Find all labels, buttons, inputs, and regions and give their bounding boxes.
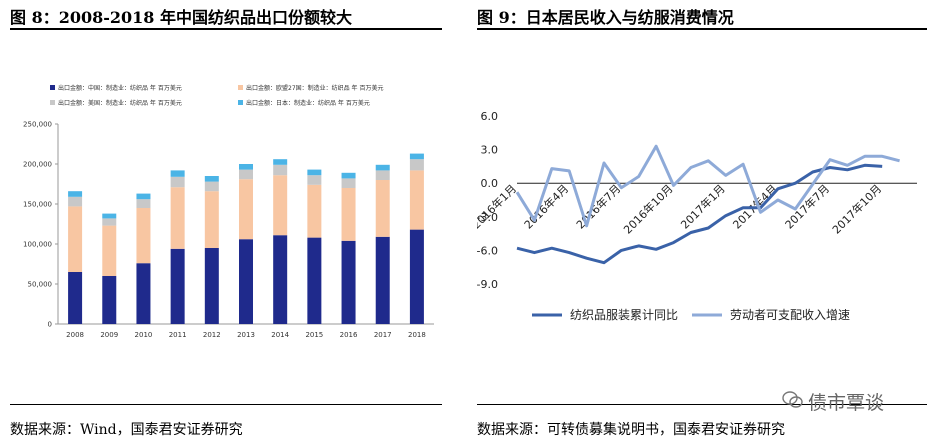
bar-segment (136, 199, 151, 208)
bar-segment (102, 276, 117, 324)
bar-segment (273, 175, 288, 236)
y-tick-label: 0 (48, 321, 52, 329)
y-tick-label: 6.0 (481, 110, 499, 123)
legend-label: 出口金额：日本：制造业：纺织品 年 百万美元 (246, 99, 370, 107)
x-tick-label: 2010 (135, 331, 153, 339)
bar-segment (68, 196, 83, 207)
bar-segment (170, 170, 185, 177)
bar-segment (136, 208, 151, 264)
bar-segment (68, 206, 83, 272)
y-tick-label: 0.0 (481, 177, 499, 190)
bar-segment (170, 176, 185, 188)
legend-swatch (50, 85, 55, 90)
legend-swatch (50, 100, 55, 105)
bar-segment (102, 213, 117, 219)
bar-segment (409, 159, 424, 171)
bar-segment (409, 170, 424, 230)
right-source: 数据来源：可转债募集说明书，国泰君安证券研究 (477, 422, 785, 438)
bar-segment (136, 263, 151, 324)
bar-segment (307, 184, 322, 238)
bar-segment (239, 164, 253, 170)
x-tick-label: 2015 (305, 331, 323, 339)
bar-segment (307, 175, 322, 185)
y-tick-label: -6.0 (477, 244, 498, 257)
y-tick-label: 150,000 (23, 201, 52, 209)
bar-segment (273, 164, 288, 176)
x-tick-label: 2017 (374, 331, 392, 339)
bar-segment (170, 248, 185, 324)
bar-chart: 出口金额：中国：制造业：纺织品 年 百万美元 出口金额：欧盟27国：制造业：纺织品… (23, 84, 434, 339)
y-tick-label: -3.0 (477, 211, 498, 224)
series-line (515, 144, 900, 228)
left-figure-title: 图 8：2008-2018 年中国纺织品出口份额较大 (10, 8, 352, 27)
wechat-icon (782, 391, 803, 408)
x-tick-label: 2018 (408, 331, 426, 339)
bar-segment (170, 187, 185, 249)
left-title-rule (10, 28, 442, 30)
bar-segment (239, 179, 253, 240)
bar-segment (102, 225, 117, 276)
bar-segment (307, 237, 322, 324)
y-tick-label: 100,000 (23, 241, 52, 249)
x-tick-label: 2012 (203, 331, 221, 339)
bar-segment (204, 176, 219, 182)
y-tick-label: 250,000 (23, 121, 52, 129)
bar-segment (68, 272, 83, 324)
x-tick-label: 2016年10月 (620, 181, 675, 236)
right-title-rule (477, 28, 927, 30)
legend-label: 出口金额：中国：制造业：纺织品 年 百万美元 (58, 84, 182, 92)
y-tick-label: 50,000 (28, 281, 53, 289)
bar-segment (375, 236, 390, 324)
legend-label: 出口金额：美国：制造业：纺织品 年 百万美元 (58, 99, 182, 107)
bar-segment (307, 169, 322, 176)
bar-segment (341, 178, 356, 188)
x-tick-label: 2009 (100, 331, 118, 339)
left-source: 数据来源：Wind，国泰君安证券研究 (10, 422, 243, 438)
bar-segment (204, 191, 219, 248)
y-tick-label: 3.0 (481, 144, 499, 157)
bar-segment (136, 193, 151, 200)
legend-label: 纺织品服装累计同比 (570, 308, 678, 322)
x-tick-label: 2008 (66, 331, 84, 339)
x-tick-label: 2017年1月 (678, 181, 728, 231)
bar-segment (239, 239, 253, 324)
watermark-text: 债市覃谈 (808, 392, 885, 414)
x-tick-label: 2017年10月 (829, 181, 884, 236)
bar-segment (239, 169, 253, 180)
legend-swatch (238, 85, 243, 90)
bar-segment (375, 180, 390, 237)
bar-segment (375, 164, 390, 171)
bar-segment (204, 248, 219, 324)
x-tick-label: 2013 (237, 331, 255, 339)
x-tick-label: 2011 (169, 331, 187, 339)
bar-segment (102, 218, 117, 226)
bar-segment (375, 170, 390, 180)
bar-segment (409, 153, 424, 160)
bar-segment (341, 172, 356, 179)
y-tick-label: 200,000 (23, 161, 52, 169)
bar-segment (273, 159, 288, 165)
legend-label: 出口金额：欧盟27国：制造业：纺织品 年 百万美元 (246, 84, 383, 92)
right-source-rule (477, 404, 927, 405)
y-tick-label: -9.0 (477, 278, 498, 291)
legend-label: 劳动者可支配收入增速 (730, 308, 850, 322)
bar-segment (204, 181, 219, 192)
left-source-rule (10, 404, 442, 405)
right-figure-title: 图 9：日本居民收入与纺服消费情况 (477, 8, 734, 27)
legend-swatch (238, 100, 243, 105)
bar-segment (68, 191, 83, 197)
bar-segment (341, 240, 356, 324)
bar-segment (273, 235, 288, 324)
bar-segment (409, 229, 424, 324)
bar-segment (341, 188, 356, 241)
x-tick-label: 2014 (271, 331, 289, 339)
x-tick-label: 2016 (340, 331, 358, 339)
